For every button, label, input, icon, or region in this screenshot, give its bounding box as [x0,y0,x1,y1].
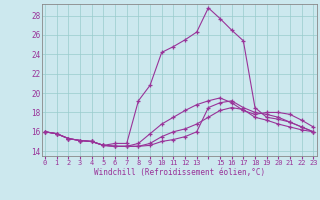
X-axis label: Windchill (Refroidissement éolien,°C): Windchill (Refroidissement éolien,°C) [94,168,265,177]
